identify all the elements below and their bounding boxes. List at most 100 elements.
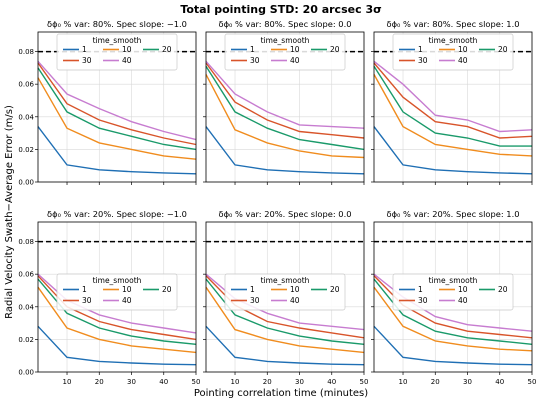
y-tick-label: 0.06 xyxy=(18,271,34,279)
legend-label-30: 30 xyxy=(82,296,92,305)
legend: time_smooth 1 10 20 30 40 xyxy=(56,273,178,311)
series-line-10 xyxy=(37,77,197,160)
legend-box xyxy=(392,33,514,71)
legend-label-40: 40 xyxy=(122,296,132,305)
series-line-1 xyxy=(205,325,365,366)
legend-box xyxy=(56,273,178,311)
series-line-1 xyxy=(37,325,197,366)
series-line-1 xyxy=(37,126,197,175)
axes-frame xyxy=(37,31,197,183)
series-line-1 xyxy=(373,325,533,366)
axes-frame xyxy=(37,221,197,373)
axes-frame xyxy=(373,31,533,183)
series-line-40 xyxy=(373,60,533,133)
series-line-30 xyxy=(37,62,197,146)
legend-label-1: 1 xyxy=(82,45,87,54)
legend-label-20: 20 xyxy=(498,45,508,54)
x-tick-label: 50 xyxy=(360,378,369,386)
legend-label-1: 1 xyxy=(250,285,255,294)
legend-label-1: 1 xyxy=(82,285,87,294)
figure-suptitle: Total pointing STD: 20 arcsec 3σ xyxy=(180,3,381,16)
axes-frame xyxy=(205,221,365,373)
legend-label-20: 20 xyxy=(330,45,340,54)
legend-label-20: 20 xyxy=(162,45,172,54)
subplot-5: δϕ₀ % var: 20%. Spec slope: 0.0 10 20 30 40 5… xyxy=(203,209,368,386)
legend-label-40: 40 xyxy=(458,296,468,305)
x-tick-label: 50 xyxy=(528,378,537,386)
subplot-title: δϕ₀ % var: 20%. Spec slope: −1.0 xyxy=(47,209,187,219)
legend-label-10: 10 xyxy=(122,285,132,294)
subplot-title: δϕ₀ % var: 20%. Spec slope: 0.0 xyxy=(219,209,352,219)
series-line-20 xyxy=(37,67,197,151)
y-tick-label: 0.08 xyxy=(18,238,34,246)
legend: time_smooth 1 10 20 30 40 xyxy=(224,273,346,311)
y-tick-label: 0.08 xyxy=(18,48,34,56)
subplot-2: δϕ₀ % var: 80%. Spec slope: 0.0 time_smoo… xyxy=(203,19,365,185)
x-tick-label: 50 xyxy=(192,378,201,386)
legend-box xyxy=(224,33,346,71)
series-line-40 xyxy=(37,60,197,141)
subplot-title: δϕ₀ % var: 80%. Spec slope: 1.0 xyxy=(387,19,520,29)
y-tick-label: 0.00 xyxy=(18,369,34,377)
series-line-10 xyxy=(205,74,365,159)
axes-frame xyxy=(205,31,365,183)
series-line-1 xyxy=(205,126,365,175)
legend-label-1: 1 xyxy=(418,285,423,294)
x-tick-label: 40 xyxy=(159,378,168,386)
legend-label-10: 10 xyxy=(458,45,468,54)
legend-label-30: 30 xyxy=(250,56,260,65)
y-tick-label: 0.04 xyxy=(18,303,34,311)
x-tick-label: 40 xyxy=(495,378,504,386)
legend-label-30: 30 xyxy=(250,296,260,305)
legend-label-20: 20 xyxy=(330,285,340,294)
legend-box xyxy=(392,273,514,311)
figure-ylabel: Radial Velocity Swath−Average Error (m/s… xyxy=(4,105,15,319)
legend-label-10: 10 xyxy=(458,285,468,294)
legend-label-10: 10 xyxy=(122,45,132,54)
legend-label-10: 10 xyxy=(290,285,300,294)
x-tick-label: 30 xyxy=(463,378,472,386)
figure-xlabel: Pointing correlation time (minutes) xyxy=(194,388,368,399)
axes-frame xyxy=(373,221,533,373)
series-line-10 xyxy=(373,74,533,157)
series-line-1 xyxy=(373,126,533,175)
series-line-30 xyxy=(373,62,533,139)
y-tick-label: 0.02 xyxy=(18,146,34,154)
legend-title: time_smooth xyxy=(429,276,478,285)
y-tick-label: 0.04 xyxy=(18,113,34,121)
subplot-6: δϕ₀ % var: 20%. Spec slope: 1.0 10 20 30 40 5… xyxy=(371,209,536,386)
legend-title: time_smooth xyxy=(261,36,310,45)
legend: time_smooth 1 10 20 30 40 xyxy=(392,273,514,311)
x-tick-label: 10 xyxy=(63,378,72,386)
legend-label-40: 40 xyxy=(458,56,468,65)
legend-title: time_smooth xyxy=(93,276,142,285)
legend-title: time_smooth xyxy=(429,36,478,45)
legend-title: time_smooth xyxy=(261,276,310,285)
legend-label-1: 1 xyxy=(418,45,423,54)
x-tick-label: 30 xyxy=(295,378,304,386)
subplot-grid: δϕ₀ % var: 80%. Spec slope: −1.0 0.00 0.02… xyxy=(18,19,536,386)
legend-label-40: 40 xyxy=(290,296,300,305)
legend-label-30: 30 xyxy=(418,56,428,65)
x-tick-label: 20 xyxy=(95,378,104,386)
x-tick-label: 40 xyxy=(327,378,336,386)
series-line-40 xyxy=(205,60,365,129)
series-line-10 xyxy=(205,286,365,354)
legend-box xyxy=(224,273,346,311)
legend-title: time_smooth xyxy=(93,36,142,45)
legend: time_smooth 1 10 20 30 40 xyxy=(56,33,178,71)
legend-label-30: 30 xyxy=(82,56,92,65)
legend-label-40: 40 xyxy=(122,56,132,65)
x-tick-label: 10 xyxy=(231,378,240,386)
legend-label-30: 30 xyxy=(418,296,428,305)
subplot-4: δϕ₀ % var: 20%. Spec slope: −1.0 10 20 30 40… xyxy=(18,209,200,386)
legend-label-20: 20 xyxy=(162,285,172,294)
x-tick-label: 30 xyxy=(127,378,136,386)
series-line-20 xyxy=(205,65,365,151)
legend-label-20: 20 xyxy=(498,285,508,294)
y-tick-label: 0.02 xyxy=(18,336,34,344)
x-tick-label: 10 xyxy=(399,378,408,386)
subplot-title: δϕ₀ % var: 80%. Spec slope: 0.0 xyxy=(219,19,352,29)
y-tick-label: 0.00 xyxy=(18,179,34,187)
